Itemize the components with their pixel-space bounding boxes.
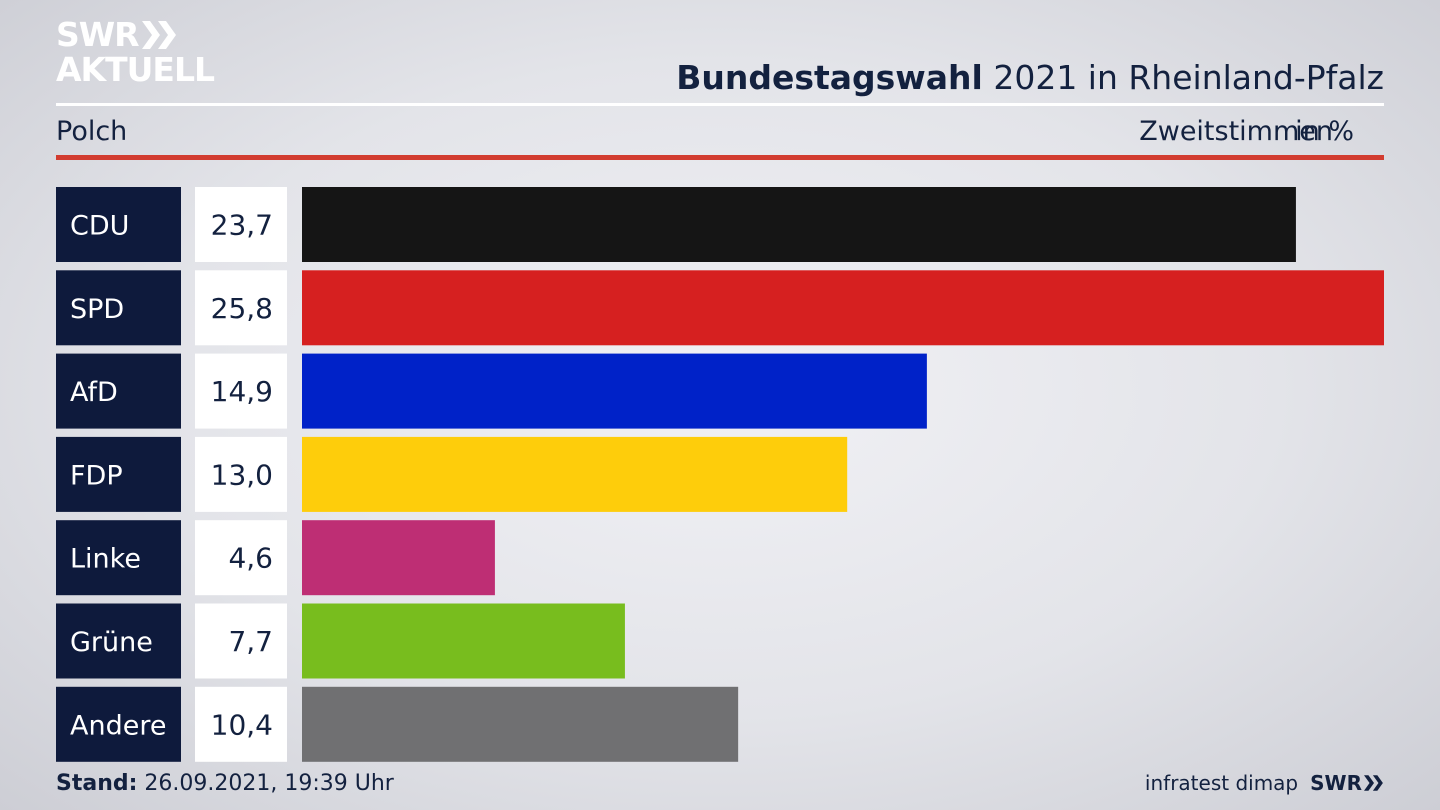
bar-row-spd: SPD 25,8 [56, 270, 1384, 346]
footer-chevrons-icon [1364, 775, 1383, 791]
value-label: 25,8 [211, 292, 273, 325]
value-box [195, 353, 287, 429]
bar-afd [302, 353, 927, 429]
value-box [195, 686, 287, 762]
party-label-box [56, 686, 181, 762]
value-label: 7,7 [228, 625, 273, 658]
value-box [195, 270, 287, 346]
value-label: 13,0 [211, 458, 273, 491]
swr-aktuell-logo: SWR AKTUELL [56, 15, 215, 89]
logo-swr-text: SWR [56, 15, 140, 54]
bar-row-linke: Linke 4,6 [56, 520, 495, 596]
party-label-box [56, 603, 181, 679]
footer-swr-logo: SWR [1310, 771, 1384, 795]
bar-row-cdu: CDU 23,7 [56, 187, 1296, 262]
metric-label: Zweitstimmen [1139, 116, 1333, 147]
bar-row-gr-ne: Grüne 7,7 [56, 603, 625, 679]
value-box [195, 436, 287, 512]
party-label-box [56, 187, 181, 262]
party-label: AfD [70, 377, 118, 408]
value-label: 4,6 [228, 542, 273, 575]
header-divider [56, 103, 1384, 106]
region-label: Polch [56, 116, 128, 147]
source-label: infratest dimap [1144, 771, 1299, 795]
party-label-box [56, 520, 181, 596]
party-label: Andere [70, 710, 166, 741]
footer-credits: infratest dimap SWR [1145, 771, 1384, 795]
value-label: 23,7 [211, 209, 273, 242]
footer-swr-text: SWR [1310, 771, 1362, 795]
unit-label: in % [1295, 116, 1354, 147]
bar-gr-ne [302, 603, 625, 679]
bar-row-andere: Andere 10,4 [56, 686, 739, 762]
party-label: Linke [70, 544, 141, 575]
page-title: Bundestagswahl 2021 in Rheinland-Pfalz [676, 58, 1384, 97]
bar-linke [302, 520, 495, 596]
logo-aktuell-text: AKTUELL [56, 50, 215, 89]
value-box [195, 520, 287, 596]
stand-label: Stand: [56, 771, 138, 796]
bar-andere [302, 686, 739, 762]
party-label: Grüne [70, 627, 153, 658]
bar-row-afd: AfD 14,9 [56, 353, 927, 429]
bar-fdp [302, 436, 848, 512]
bar-spd [302, 270, 1384, 346]
value-label: 14,9 [211, 375, 273, 408]
timestamp: Stand: 26.09.2021, 19:39 Uhr [56, 771, 394, 796]
party-label-box [56, 353, 181, 429]
value-label: 10,4 [211, 708, 273, 741]
bar-cdu [302, 187, 1296, 262]
title-rest: 2021 in Rheinland-Pfalz [982, 58, 1384, 97]
stand-value: 26.09.2021, 19:39 Uhr [137, 771, 394, 796]
logo-chevrons-icon [141, 21, 176, 49]
party-label: FDP [70, 460, 123, 491]
party-label-box [56, 270, 181, 346]
bar-row-fdp: FDP 13,0 [56, 436, 848, 512]
accent-divider [56, 155, 1384, 160]
party-label-box [56, 436, 181, 512]
value-box [195, 187, 287, 262]
party-label: CDU [70, 211, 129, 242]
title-bold: Bundestagswahl [676, 58, 983, 97]
party-label: SPD [70, 294, 124, 325]
value-box [195, 603, 287, 679]
